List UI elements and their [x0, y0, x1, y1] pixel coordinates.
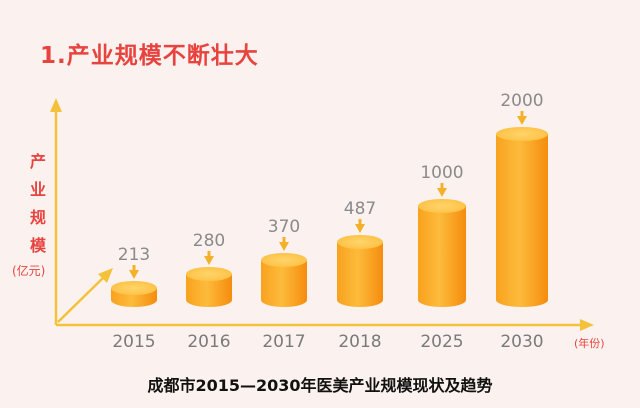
bar-top-cap	[337, 235, 383, 249]
y-axis-arrow	[50, 98, 62, 112]
y-axis-label: 产 业 规 模	[28, 148, 48, 260]
y-axis-label-char: 业	[29, 180, 46, 199]
bar-group: 1000 2025	[418, 163, 466, 352]
data-label: 1000	[420, 163, 463, 183]
data-label: 213	[118, 245, 150, 265]
x-tick-label: 2017	[262, 332, 305, 352]
value-pointer-stem	[282, 237, 286, 243]
section-title: 1.产业规模不断壮大	[40, 43, 259, 69]
value-pointer	[517, 116, 527, 125]
data-label: 487	[344, 199, 376, 219]
bar-top-cap	[186, 267, 232, 281]
bar	[418, 206, 466, 307]
data-label: 280	[193, 231, 225, 251]
x-tick-label: 2025	[420, 332, 463, 352]
axes	[50, 98, 594, 331]
x-axis-unit: (年份)	[574, 337, 605, 350]
bar-group: 2000 2030	[496, 91, 548, 352]
value-pointer-stem	[132, 265, 136, 271]
value-pointer-stem	[440, 183, 444, 189]
bar-group: 487 2018	[337, 199, 383, 352]
bar-group: 280 2016	[186, 231, 232, 352]
value-pointer-stem	[358, 219, 362, 225]
value-pointer	[437, 188, 447, 197]
x-tick-label: 2018	[338, 332, 381, 352]
x-tick-label: 2030	[500, 332, 543, 352]
bar	[186, 274, 232, 307]
y-axis-label-char: 产	[29, 152, 46, 171]
value-pointer	[279, 242, 289, 251]
value-pointer-stem	[207, 251, 211, 257]
bar	[496, 134, 548, 307]
value-pointer-stem	[520, 111, 524, 117]
bar	[337, 242, 383, 307]
y-axis-label-char: 规	[29, 208, 46, 227]
trend-arrow	[98, 268, 113, 283]
bar-top-cap	[111, 281, 157, 295]
y-axis-unit: (亿元)	[12, 264, 46, 278]
x-axis-arrow	[580, 319, 594, 331]
value-pointer	[355, 224, 365, 233]
bar-top-cap	[418, 199, 466, 213]
bar	[261, 260, 307, 307]
data-label: 2000	[500, 91, 543, 111]
value-pointer	[129, 270, 139, 279]
bars: 213 2015 280 2016 370 2017 487 2018 1000 2025 2000…	[111, 91, 548, 352]
bar-group: 213 2015	[111, 245, 157, 352]
bar-top-cap	[496, 127, 548, 141]
bar-group: 370 2017	[261, 217, 307, 352]
bar-top-cap	[261, 253, 307, 267]
x-tick-label: 2015	[112, 332, 155, 352]
trend-line	[57, 275, 106, 323]
y-axis-label-char: 模	[29, 236, 46, 255]
value-pointer	[204, 256, 214, 265]
chart-caption: 成都市2015—2030年医美产业规模现状及趋势	[147, 376, 493, 395]
x-tick-label: 2016	[187, 332, 230, 352]
data-label: 370	[268, 217, 300, 237]
